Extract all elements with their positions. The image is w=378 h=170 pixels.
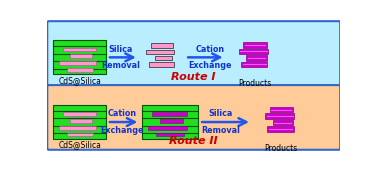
- Bar: [70, 119, 92, 123]
- Bar: [243, 42, 266, 48]
- Bar: [64, 48, 96, 52]
- Bar: [267, 126, 294, 132]
- Bar: [67, 68, 93, 72]
- Text: Route II: Route II: [169, 136, 218, 146]
- Bar: [149, 62, 174, 67]
- Bar: [273, 120, 293, 125]
- FancyBboxPatch shape: [47, 85, 340, 150]
- Text: Silica: Silica: [109, 45, 133, 54]
- Bar: [53, 40, 106, 74]
- Bar: [156, 133, 184, 137]
- FancyBboxPatch shape: [47, 21, 340, 86]
- Bar: [146, 50, 174, 54]
- Bar: [59, 61, 96, 65]
- Bar: [151, 44, 173, 48]
- Text: Exchange: Exchange: [101, 126, 144, 135]
- Bar: [265, 113, 294, 119]
- Bar: [241, 62, 267, 67]
- Text: Silica: Silica: [209, 109, 233, 118]
- Bar: [53, 105, 106, 139]
- Bar: [142, 105, 198, 139]
- Text: CdS@Silica: CdS@Silica: [58, 141, 101, 150]
- Bar: [70, 54, 92, 58]
- Bar: [152, 112, 187, 116]
- Bar: [64, 112, 96, 116]
- Bar: [239, 49, 268, 54]
- Text: Products: Products: [238, 79, 271, 88]
- Text: Cation: Cation: [195, 45, 225, 54]
- Bar: [246, 55, 266, 61]
- Bar: [67, 133, 93, 137]
- Bar: [270, 107, 293, 112]
- Bar: [59, 126, 96, 130]
- Bar: [155, 56, 172, 61]
- Text: CdS@Silica: CdS@Silica: [58, 76, 101, 85]
- Text: Removal: Removal: [201, 126, 240, 135]
- Text: Products: Products: [265, 144, 298, 153]
- Text: Removal: Removal: [101, 61, 140, 70]
- Bar: [148, 126, 187, 130]
- Text: Exchange: Exchange: [188, 61, 232, 70]
- Text: Route I: Route I: [172, 72, 216, 82]
- Text: Cation: Cation: [108, 109, 137, 118]
- Bar: [160, 119, 183, 123]
